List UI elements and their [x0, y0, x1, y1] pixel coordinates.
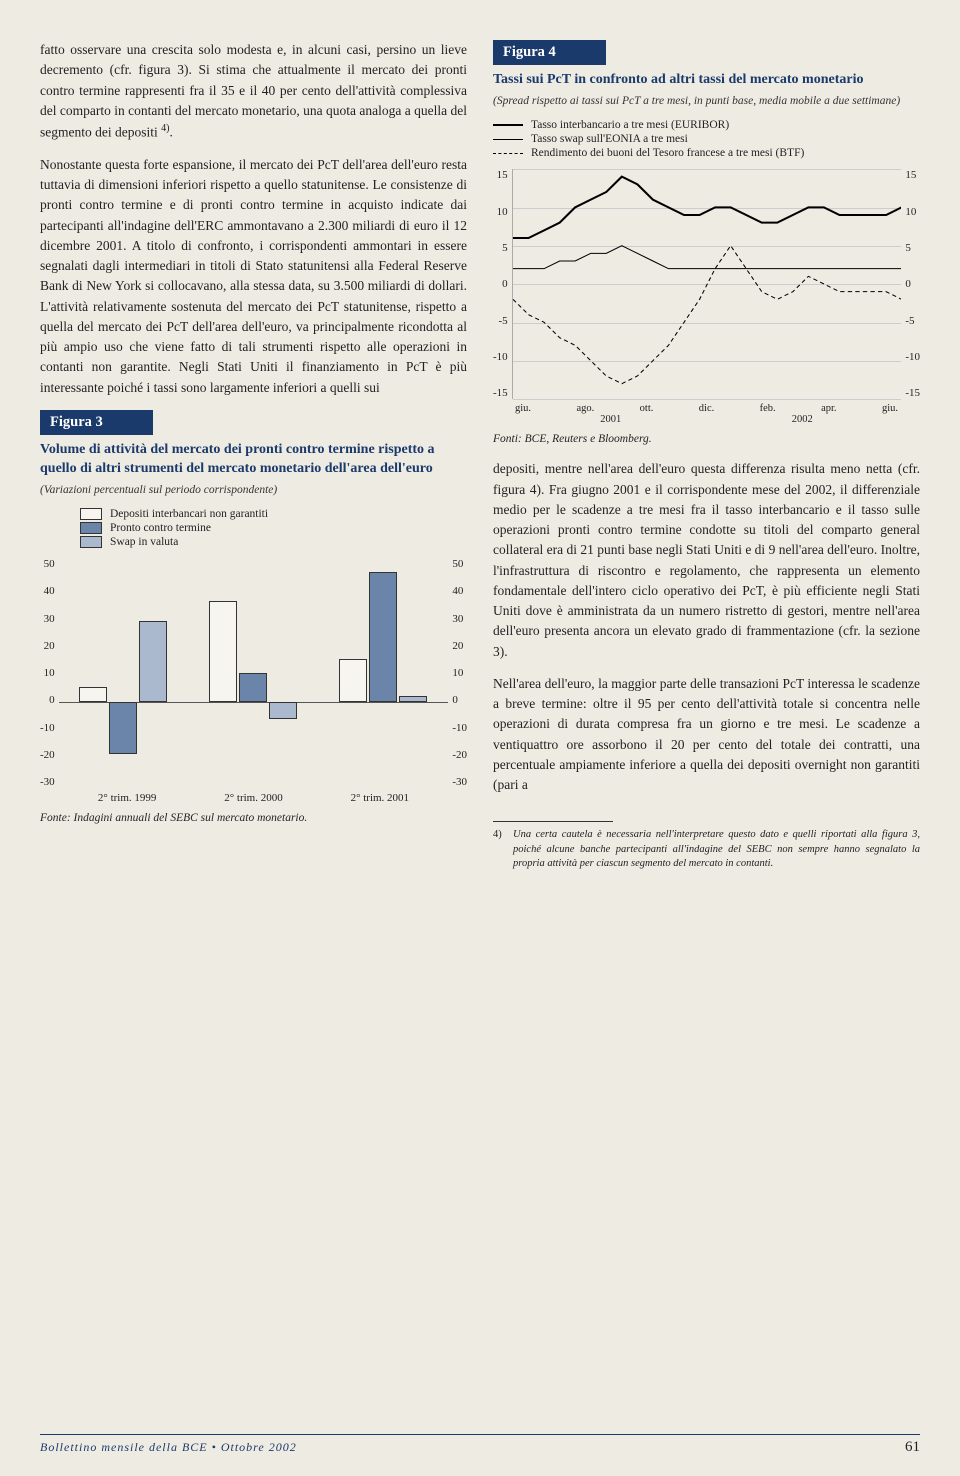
legend-item: Pronto contro termine — [80, 522, 467, 534]
legend-item: Depositi interbancari non garantiti — [80, 508, 467, 520]
figure-4: Figura 4 Tassi sui PcT in confronto ad a… — [493, 40, 920, 445]
chart3-plot — [59, 558, 449, 788]
left-para-1: fatto osservare una crescita solo modest… — [40, 40, 467, 143]
left-para-2: Nonostante questa forte espansione, il m… — [40, 155, 467, 398]
footnote-4: 4) Una certa cautela è necessaria nell'i… — [493, 828, 920, 871]
figure4-fonte: Fonti: BCE, Reuters e Bloomberg. — [493, 433, 920, 445]
chart4-years: 2001 2002 — [515, 414, 898, 425]
figure3-title-bar: Figura 3 — [40, 410, 153, 435]
legend-item: Swap in valuta — [80, 536, 467, 548]
chart3-yaxis-right: 50403020100-10-20-30 — [448, 558, 467, 788]
figure4-title-bar: Figura 4 — [493, 40, 606, 65]
legend-item: Tasso interbancario a tre mesi (EURIBOR) — [493, 119, 920, 131]
page-footer: Bollettino mensile della BCE • Ottobre 2… — [40, 1435, 920, 1456]
figure4-heading: Tassi sui PcT in confronto ad altri tass… — [493, 71, 920, 90]
figure3-sub: (Variazioni percentuali sul periodo corr… — [40, 483, 467, 499]
right-para-1: depositi, mentre nell'area dell'euro que… — [493, 459, 920, 662]
chart4-yaxis-left: 151050-5-10-15 — [493, 169, 512, 399]
page-number: 61 — [905, 1439, 920, 1456]
chart3-yaxis-left: 50403020100-10-20-30 — [40, 558, 59, 788]
figure-3: Figura 3 Volume di attività del mercato … — [40, 410, 467, 824]
footer-text: Bollettino mensile della BCE • Ottobre 2… — [40, 1440, 297, 1455]
chart4-yaxis-right: 151050-5-10-15 — [901, 169, 920, 399]
figure3-heading: Volume di attività del mercato dei pront… — [40, 441, 467, 479]
chart4-xaxis: giu.ago.ott.dic.feb.apr.giu. — [515, 403, 898, 414]
figure4-sub: (Spread rispetto ai tassi sui PcT a tre … — [493, 94, 920, 110]
figure3-fonte: Fonte: Indagini annuali del SEBC sul mer… — [40, 812, 467, 824]
chart4-plot — [512, 169, 902, 399]
left-column: fatto osservare una crescita solo modest… — [40, 40, 467, 1406]
footnote-rule — [493, 821, 613, 822]
fn-ref: 4) — [161, 123, 169, 134]
chart3-xaxis: 2° trim. 19992° trim. 20002° trim. 2001 — [64, 792, 443, 804]
legend-item: Tasso swap sull'EONIA a tre mesi — [493, 133, 920, 145]
right-column: Figura 4 Tassi sui PcT in confronto ad a… — [493, 40, 920, 1406]
legend-item: Rendimento dei buoni del Tesoro francese… — [493, 147, 920, 159]
right-para-2: Nell'area dell'euro, la maggior parte de… — [493, 674, 920, 796]
